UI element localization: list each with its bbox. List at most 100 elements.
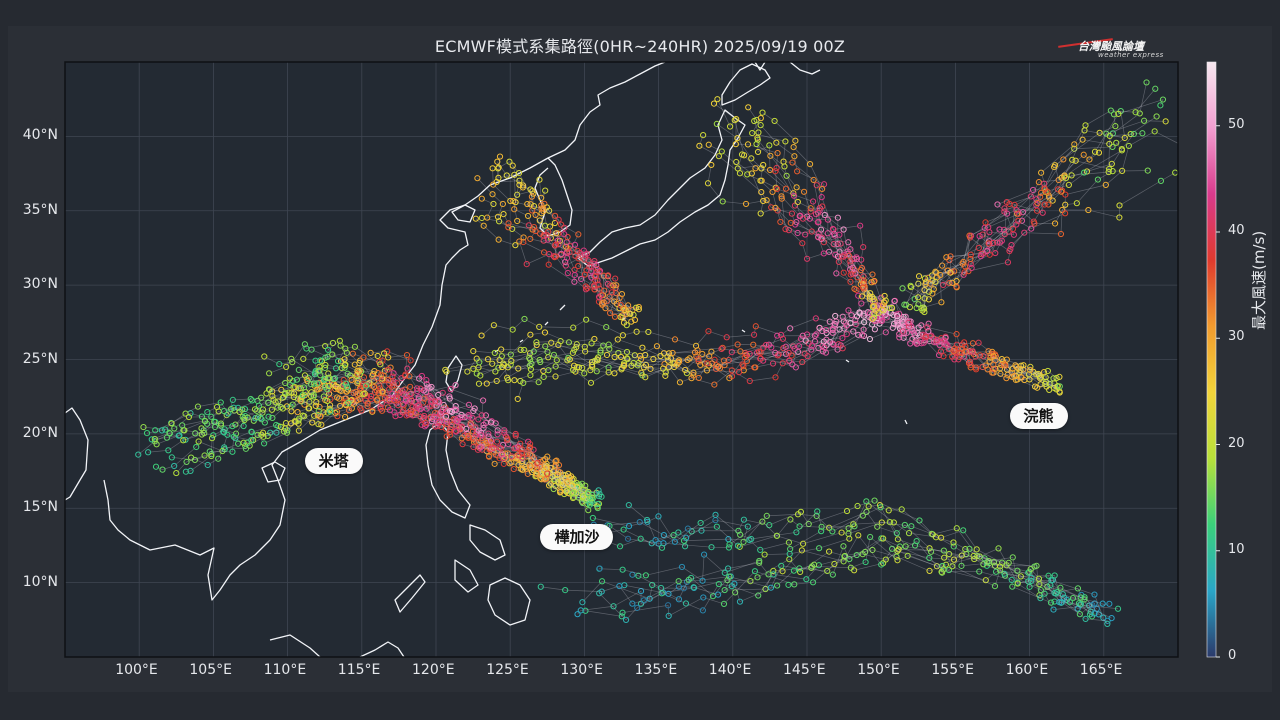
track-point bbox=[620, 360, 628, 367]
track-point bbox=[1025, 371, 1033, 378]
track-point bbox=[321, 376, 328, 383]
track-point bbox=[606, 345, 613, 353]
latitude-tick-label: 30°N bbox=[22, 276, 58, 293]
track-point bbox=[900, 334, 907, 341]
track-point bbox=[542, 456, 549, 463]
latitude-tick-label: 15°N bbox=[22, 499, 58, 516]
ensemble-member-track bbox=[516, 187, 637, 309]
track-point bbox=[535, 379, 542, 386]
track-point bbox=[936, 351, 943, 359]
track-point bbox=[782, 185, 790, 192]
storm-name-label: 樺加沙 bbox=[540, 523, 614, 550]
track-point bbox=[334, 358, 342, 365]
track-point bbox=[490, 200, 497, 208]
track-point bbox=[736, 598, 744, 605]
track-point bbox=[472, 424, 479, 431]
track-point bbox=[179, 422, 186, 429]
track-point bbox=[344, 370, 351, 377]
track-point bbox=[1002, 362, 1009, 369]
track-point bbox=[446, 395, 453, 402]
track-point bbox=[1086, 156, 1093, 163]
track-point bbox=[478, 443, 485, 450]
track-point bbox=[495, 236, 502, 243]
track-point bbox=[1085, 206, 1092, 214]
track-point bbox=[1105, 168, 1112, 176]
ensemble-tracks bbox=[135, 79, 1178, 627]
track-point bbox=[744, 523, 751, 530]
track-point bbox=[639, 344, 646, 351]
track-point bbox=[516, 238, 523, 245]
latitude-tick-label: 10°N bbox=[22, 573, 58, 590]
track-point bbox=[297, 397, 304, 404]
track-point bbox=[788, 210, 796, 217]
track-point bbox=[619, 609, 626, 616]
track-point bbox=[989, 369, 996, 376]
track-point bbox=[610, 603, 617, 610]
track-point bbox=[777, 218, 784, 226]
track-point bbox=[857, 222, 864, 229]
track-point bbox=[665, 357, 672, 364]
track-point bbox=[478, 432, 485, 439]
ensemble-member-track bbox=[512, 165, 625, 311]
track-point bbox=[939, 262, 946, 269]
track-point bbox=[447, 426, 454, 433]
track-point bbox=[514, 395, 521, 403]
track-point bbox=[948, 268, 955, 275]
track-point bbox=[754, 136, 761, 143]
track-point bbox=[1042, 374, 1049, 381]
track-point bbox=[508, 453, 515, 460]
track-point bbox=[678, 563, 686, 571]
track-point bbox=[356, 367, 363, 374]
track-point bbox=[268, 406, 276, 413]
track-point bbox=[501, 429, 508, 436]
track-point bbox=[824, 567, 831, 575]
track-point bbox=[520, 379, 527, 386]
track-point bbox=[582, 348, 589, 355]
track-point bbox=[313, 399, 320, 406]
track-point bbox=[1058, 599, 1065, 606]
track-point bbox=[870, 302, 877, 310]
track-point bbox=[171, 425, 178, 432]
track-point bbox=[1025, 578, 1032, 585]
track-point bbox=[421, 395, 428, 402]
track-point bbox=[391, 409, 398, 416]
track-point bbox=[812, 315, 819, 322]
track-point bbox=[181, 427, 188, 434]
track-point bbox=[476, 359, 483, 366]
track-point bbox=[696, 142, 703, 149]
track-point bbox=[550, 351, 558, 358]
track-point bbox=[399, 409, 406, 416]
track-point bbox=[329, 339, 337, 347]
track-point bbox=[515, 461, 522, 469]
track-point bbox=[791, 345, 798, 352]
track-point bbox=[894, 557, 901, 564]
track-point bbox=[428, 398, 435, 405]
track-point bbox=[422, 419, 429, 427]
track-point bbox=[865, 503, 872, 510]
track-point bbox=[692, 342, 700, 349]
track-point bbox=[585, 257, 592, 264]
track-point bbox=[312, 402, 319, 410]
track-point bbox=[325, 370, 332, 377]
track-point bbox=[1062, 191, 1069, 198]
track-point bbox=[826, 524, 833, 531]
track-point bbox=[1035, 575, 1043, 582]
track-point bbox=[1113, 139, 1120, 146]
track-point bbox=[587, 367, 594, 374]
ensemble-member-track bbox=[520, 308, 1057, 390]
track-point bbox=[291, 383, 299, 391]
track-point bbox=[623, 348, 631, 356]
track-point bbox=[548, 339, 555, 346]
track-point bbox=[232, 435, 239, 442]
track-point bbox=[581, 343, 588, 351]
ensemble-member-track bbox=[707, 164, 876, 314]
track-point bbox=[979, 363, 986, 371]
colorbar-tick-label: 10 bbox=[1228, 541, 1245, 557]
track-point bbox=[714, 591, 722, 598]
track-point bbox=[1027, 366, 1034, 374]
track-point bbox=[1106, 140, 1113, 148]
track-point bbox=[423, 405, 430, 412]
track-point bbox=[1081, 169, 1088, 176]
track-point bbox=[557, 477, 565, 484]
track-point bbox=[807, 208, 814, 215]
